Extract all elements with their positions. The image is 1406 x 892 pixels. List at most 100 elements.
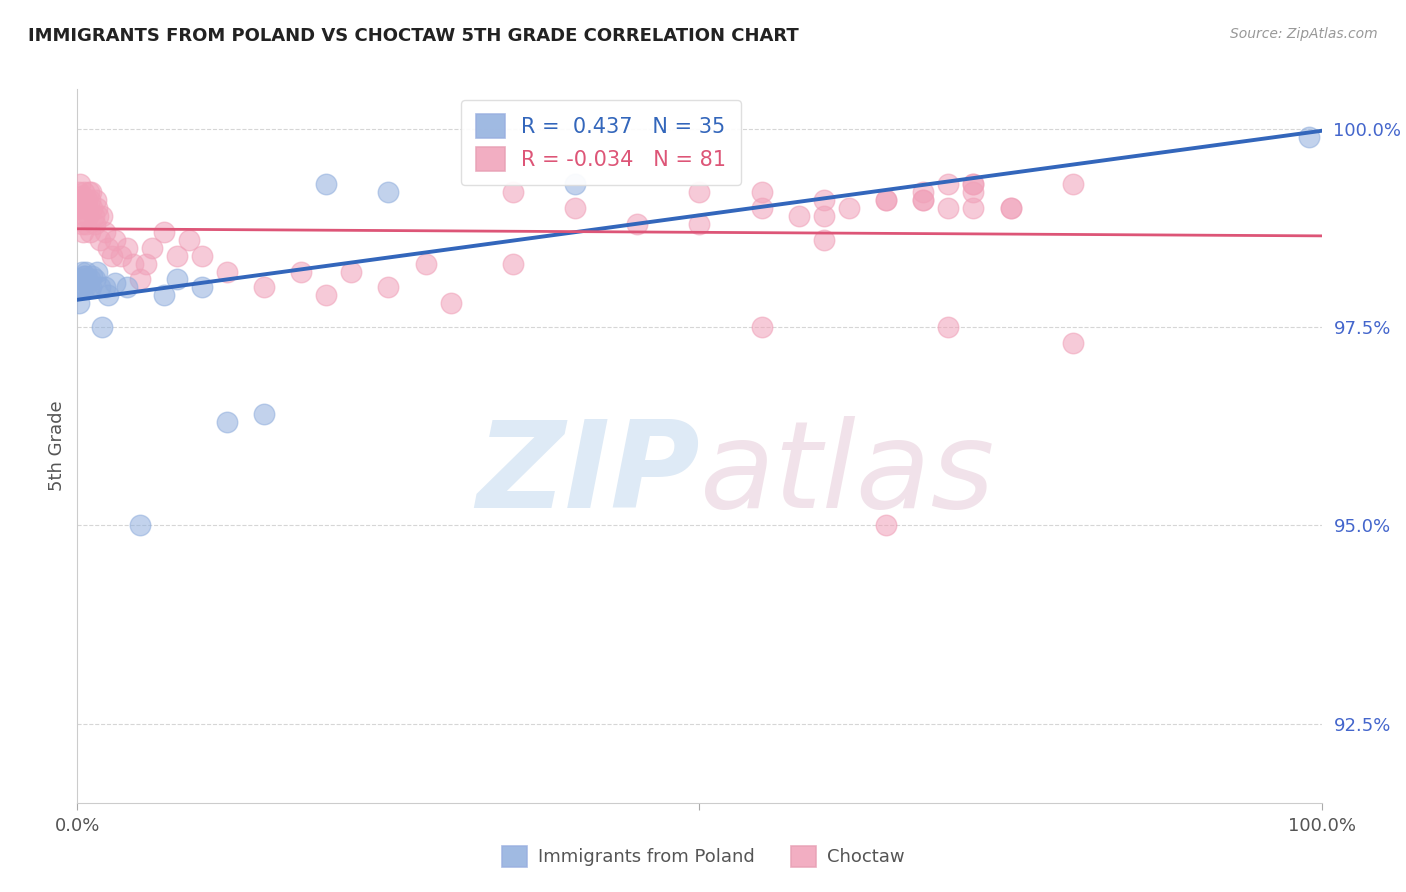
Point — [83, 209, 105, 223]
Point — [72, 193, 94, 207]
Point — [875, 518, 897, 533]
Point — [128, 272, 150, 286]
Point — [76, 201, 98, 215]
Y-axis label: 5th Grade: 5th Grade — [48, 401, 66, 491]
Point — [215, 264, 238, 278]
Point — [253, 407, 276, 421]
Point — [626, 217, 648, 231]
Point — [912, 193, 935, 207]
Point — [70, 217, 93, 231]
Point — [1062, 178, 1084, 192]
Point — [75, 201, 97, 215]
Point — [72, 189, 94, 203]
Point — [73, 280, 96, 294]
Point — [938, 201, 960, 215]
Point — [751, 186, 773, 200]
Point — [115, 280, 138, 294]
Point — [166, 249, 188, 263]
Point — [141, 241, 163, 255]
Point — [1000, 201, 1022, 215]
Point — [79, 225, 101, 239]
Point — [179, 233, 201, 247]
Point — [86, 201, 108, 215]
Point — [415, 257, 437, 271]
Point — [110, 249, 132, 263]
Point — [75, 217, 97, 231]
Point — [115, 241, 138, 255]
Point — [77, 209, 100, 223]
Point — [962, 178, 984, 192]
Point — [83, 272, 105, 286]
Point — [87, 209, 110, 223]
Point — [70, 280, 93, 294]
Point — [813, 209, 835, 223]
Point — [93, 225, 115, 239]
Point — [77, 280, 100, 294]
Point — [72, 225, 94, 239]
Point — [191, 280, 214, 294]
Point — [69, 280, 91, 294]
Point — [813, 233, 835, 247]
Point — [82, 268, 104, 283]
Point — [153, 288, 176, 302]
Point — [377, 186, 399, 200]
Point — [938, 178, 960, 192]
Point — [191, 249, 214, 263]
Point — [89, 233, 111, 247]
Point — [69, 193, 91, 207]
Point — [97, 241, 120, 255]
Point — [69, 178, 91, 192]
Point — [76, 272, 98, 286]
Point — [166, 272, 188, 286]
Point — [91, 209, 114, 223]
Point — [377, 280, 399, 294]
Point — [70, 264, 93, 278]
Point — [70, 201, 93, 215]
Point — [97, 288, 120, 302]
Point — [340, 264, 363, 278]
Point — [72, 272, 94, 286]
Point — [502, 186, 524, 200]
Point — [912, 193, 935, 207]
Point — [962, 186, 984, 200]
Point — [875, 193, 897, 207]
Point — [73, 272, 96, 286]
Point — [76, 193, 98, 207]
Point — [75, 268, 97, 283]
Point — [838, 201, 860, 215]
Point — [122, 257, 145, 271]
Point — [89, 280, 111, 294]
Point — [215, 415, 238, 429]
Point — [787, 209, 810, 223]
Point — [153, 225, 176, 239]
Point — [128, 518, 150, 533]
Point — [104, 277, 127, 291]
Point — [83, 217, 105, 231]
Point — [101, 249, 124, 263]
Point — [80, 280, 103, 294]
Point — [135, 257, 157, 271]
Point — [1298, 129, 1320, 144]
Point — [1062, 335, 1084, 350]
Point — [689, 186, 711, 200]
Point — [962, 201, 984, 215]
Point — [91, 320, 114, 334]
Point — [75, 264, 97, 278]
Point — [912, 186, 935, 200]
Text: IMMIGRANTS FROM POLAND VS CHOCTAW 5TH GRADE CORRELATION CHART: IMMIGRANTS FROM POLAND VS CHOCTAW 5TH GR… — [28, 27, 799, 45]
Point — [86, 264, 108, 278]
Point — [72, 268, 94, 283]
Point — [67, 201, 90, 215]
Point — [73, 209, 96, 223]
Point — [962, 178, 984, 192]
Point — [875, 193, 897, 207]
Point — [290, 264, 312, 278]
Point — [938, 320, 960, 334]
Point — [439, 296, 461, 310]
Point — [77, 186, 100, 200]
Point — [315, 178, 337, 192]
Point — [813, 193, 835, 207]
Point — [67, 296, 90, 310]
Legend: Immigrants from Poland, Choctaw: Immigrants from Poland, Choctaw — [495, 838, 911, 874]
Point — [79, 272, 101, 286]
